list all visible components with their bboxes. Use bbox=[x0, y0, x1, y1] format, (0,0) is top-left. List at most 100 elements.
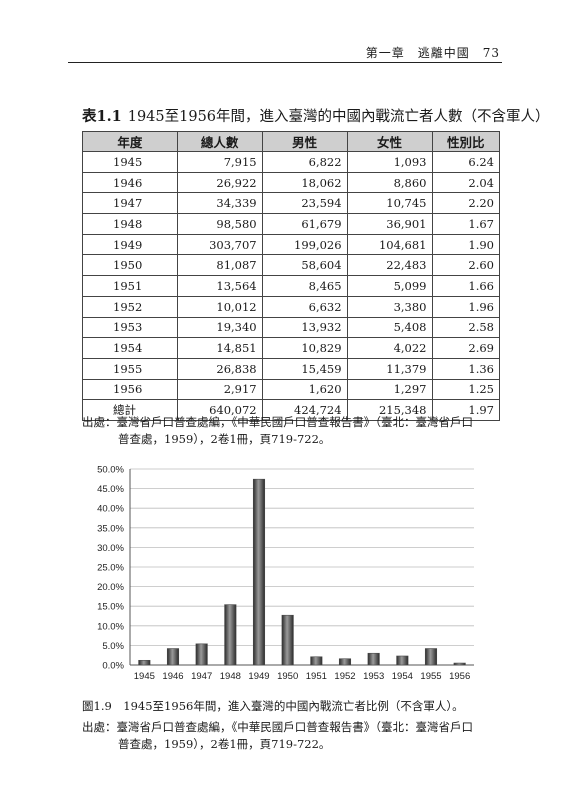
header-year: 年度 bbox=[82, 131, 178, 152]
cell-male: 8,465 bbox=[261, 275, 348, 297]
running-head-rule bbox=[68, 62, 502, 63]
cell-sex-ratio: 2.04 bbox=[431, 171, 500, 194]
cell-sex-ratio: 1.97 bbox=[431, 399, 500, 421]
y-tick-label: 5.0% bbox=[102, 641, 124, 652]
cell-female: 215,348 bbox=[346, 399, 433, 421]
cell-total: 34,339 bbox=[176, 192, 263, 215]
cell-female: 4,022 bbox=[346, 337, 433, 359]
y-tick-label: 25.0% bbox=[97, 563, 124, 574]
table-row: 1950 81,087 58,604 22,483 2.60 bbox=[82, 254, 500, 277]
x-tick-label: 1946 bbox=[162, 671, 183, 682]
cell-total: 98,580 bbox=[176, 213, 263, 235]
table-row: 1955 26,838 15,459 11,379 1.36 bbox=[82, 357, 500, 380]
cell-female: 5,408 bbox=[346, 316, 433, 339]
y-tick-label: 50.0% bbox=[97, 465, 124, 476]
cell-male: 1,620 bbox=[261, 378, 348, 401]
cell-total: 26,838 bbox=[176, 357, 263, 380]
y-tick-label: 40.0% bbox=[97, 504, 124, 515]
cell-sex-ratio: 2.20 bbox=[431, 192, 500, 215]
y-tick-label: 15.0% bbox=[97, 602, 124, 613]
cell-year: 1948 bbox=[82, 213, 178, 235]
cell-male: 424,724 bbox=[261, 399, 348, 421]
cell-female: 5,099 bbox=[346, 275, 433, 297]
cell-sex-ratio: 1.36 bbox=[431, 357, 500, 380]
figure-source-line1: 出處：臺灣省戶口普查處編，《中華民國戶口普查報告書》（臺北：臺灣省戶口 bbox=[82, 720, 473, 734]
cell-sex-ratio: 1.90 bbox=[431, 233, 500, 256]
cell-male: 10,829 bbox=[261, 337, 348, 359]
cell-sex-ratio: 6.24 bbox=[431, 151, 500, 173]
x-tick-label: 1947 bbox=[191, 671, 212, 682]
table-body: 1945 7,915 6,822 1,093 6.24 1946 26,922 18,062 8… bbox=[82, 151, 500, 421]
cell-sex-ratio: 2.60 bbox=[431, 254, 500, 277]
y-tick-label: 45.0% bbox=[97, 484, 124, 495]
y-tick-label: 0.0% bbox=[102, 661, 124, 672]
x-tick-label: 1954 bbox=[392, 671, 413, 682]
cell-year: 1952 bbox=[82, 295, 178, 318]
bar-1956 bbox=[453, 662, 466, 666]
bar-1945 bbox=[138, 659, 151, 666]
header-total: 總人數 bbox=[176, 131, 263, 152]
cell-total: 10,012 bbox=[176, 295, 263, 318]
figure-caption: 圖1.9 1945至1956年間，進入臺灣的中國內戰流亡者比例（不含軍人）。 bbox=[82, 699, 464, 713]
table-row: 1949 303,707 199,026 104,681 1.90 bbox=[82, 233, 500, 256]
cell-male: 13,932 bbox=[261, 316, 348, 339]
cell-male: 15,459 bbox=[261, 357, 348, 380]
cell-female: 104,681 bbox=[346, 233, 433, 256]
table-row: 1953 19,340 13,932 5,408 2.58 bbox=[82, 316, 500, 339]
x-tick-label: 1945 bbox=[134, 671, 155, 682]
x-tick-label: 1952 bbox=[334, 671, 355, 682]
table-header-row: 年度 總人數 男性 女性 性別比 bbox=[82, 131, 500, 152]
figure-source-note: 出處：臺灣省戶口普查處編，《中華民國戶口普查報告書》（臺北：臺灣省戶口 普查處，… bbox=[82, 719, 502, 753]
cell-year: 1950 bbox=[82, 254, 178, 277]
bar-1955 bbox=[424, 648, 438, 666]
bar-1953 bbox=[367, 652, 380, 666]
table-source-note: 出處：臺灣省戶口普查處編，《中華民國戶口普查報告書》（臺北：臺灣省戶口 普查處，… bbox=[82, 414, 502, 448]
cell-female: 10,745 bbox=[346, 192, 433, 215]
cell-male: 23,594 bbox=[261, 192, 348, 215]
cell-sex-ratio: 1.96 bbox=[431, 295, 500, 318]
y-tick-label: 10.0% bbox=[97, 621, 124, 632]
cell-male: 61,679 bbox=[261, 213, 348, 235]
table-title-text: 1945至1956年間，進入臺灣的中國內戰流亡者人數（不含軍人） bbox=[127, 109, 550, 125]
cell-year: 1955 bbox=[82, 357, 178, 380]
cell-sex-ratio: 2.69 bbox=[431, 337, 500, 359]
table-source-line2: 普查處，1959），2卷1冊，頁719-722。 bbox=[118, 432, 331, 446]
x-tick-label: 1953 bbox=[363, 671, 384, 682]
bar-chart: 0.0% 5.0% 10.0% 15.0% 20.0% 25.0% 30.0% 35.0% 40… bbox=[97, 465, 474, 682]
cell-male: 6,822 bbox=[261, 151, 348, 173]
cell-year: 1949 bbox=[82, 233, 178, 256]
emigrant-table: 年度 總人數 男性 女性 性別比 1945 7,915 6,822 1,093 6.24… bbox=[82, 131, 500, 421]
table-row: 1951 13,564 8,465 5,099 1.66 bbox=[82, 275, 500, 297]
x-tick-label: 1951 bbox=[306, 671, 327, 682]
cell-female: 11,379 bbox=[346, 357, 433, 380]
cell-year: 1951 bbox=[82, 275, 178, 297]
figure-source-line2: 普查處，1959），2卷1冊，頁719-722。 bbox=[118, 737, 331, 751]
cell-year: 1945 bbox=[82, 151, 178, 173]
header-sex-ratio: 性別比 bbox=[431, 131, 500, 152]
cell-sex-ratio: 1.67 bbox=[431, 213, 500, 235]
cell-total: 2,917 bbox=[176, 378, 263, 401]
cell-year: 總計 bbox=[82, 399, 178, 421]
header-male: 男性 bbox=[261, 131, 348, 152]
table-total-row: 總計 640,072 424,724 215,348 1.97 bbox=[82, 399, 500, 421]
table-row: 1946 26,922 18,062 8,860 2.04 bbox=[82, 171, 500, 194]
cell-female: 22,483 bbox=[346, 254, 433, 277]
bar-1949 bbox=[252, 478, 266, 666]
cell-sex-ratio: 1.66 bbox=[431, 275, 500, 297]
cell-year: 1956 bbox=[82, 378, 178, 401]
cell-female: 3,380 bbox=[346, 295, 433, 318]
cell-male: 58,604 bbox=[261, 254, 348, 277]
table-row: 1945 7,915 6,822 1,093 6.24 bbox=[82, 151, 500, 173]
cell-male: 18,062 bbox=[261, 171, 348, 194]
bar-1948 bbox=[224, 604, 237, 666]
cell-male: 6,632 bbox=[261, 295, 348, 318]
cell-year: 1954 bbox=[82, 337, 178, 359]
cell-total: 14,851 bbox=[176, 337, 263, 359]
bar-1946 bbox=[166, 648, 180, 666]
table-source-line1: 出處：臺灣省戶口普查處編，《中華民國戶口普查報告書》（臺北：臺灣省戶口 bbox=[82, 415, 473, 429]
cell-year: 1947 bbox=[82, 192, 178, 215]
x-tick-label: 1955 bbox=[420, 671, 441, 682]
y-tick-label: 35.0% bbox=[97, 523, 124, 534]
y-tick-label: 30.0% bbox=[97, 543, 124, 554]
x-tick-label: 1949 bbox=[248, 671, 269, 682]
